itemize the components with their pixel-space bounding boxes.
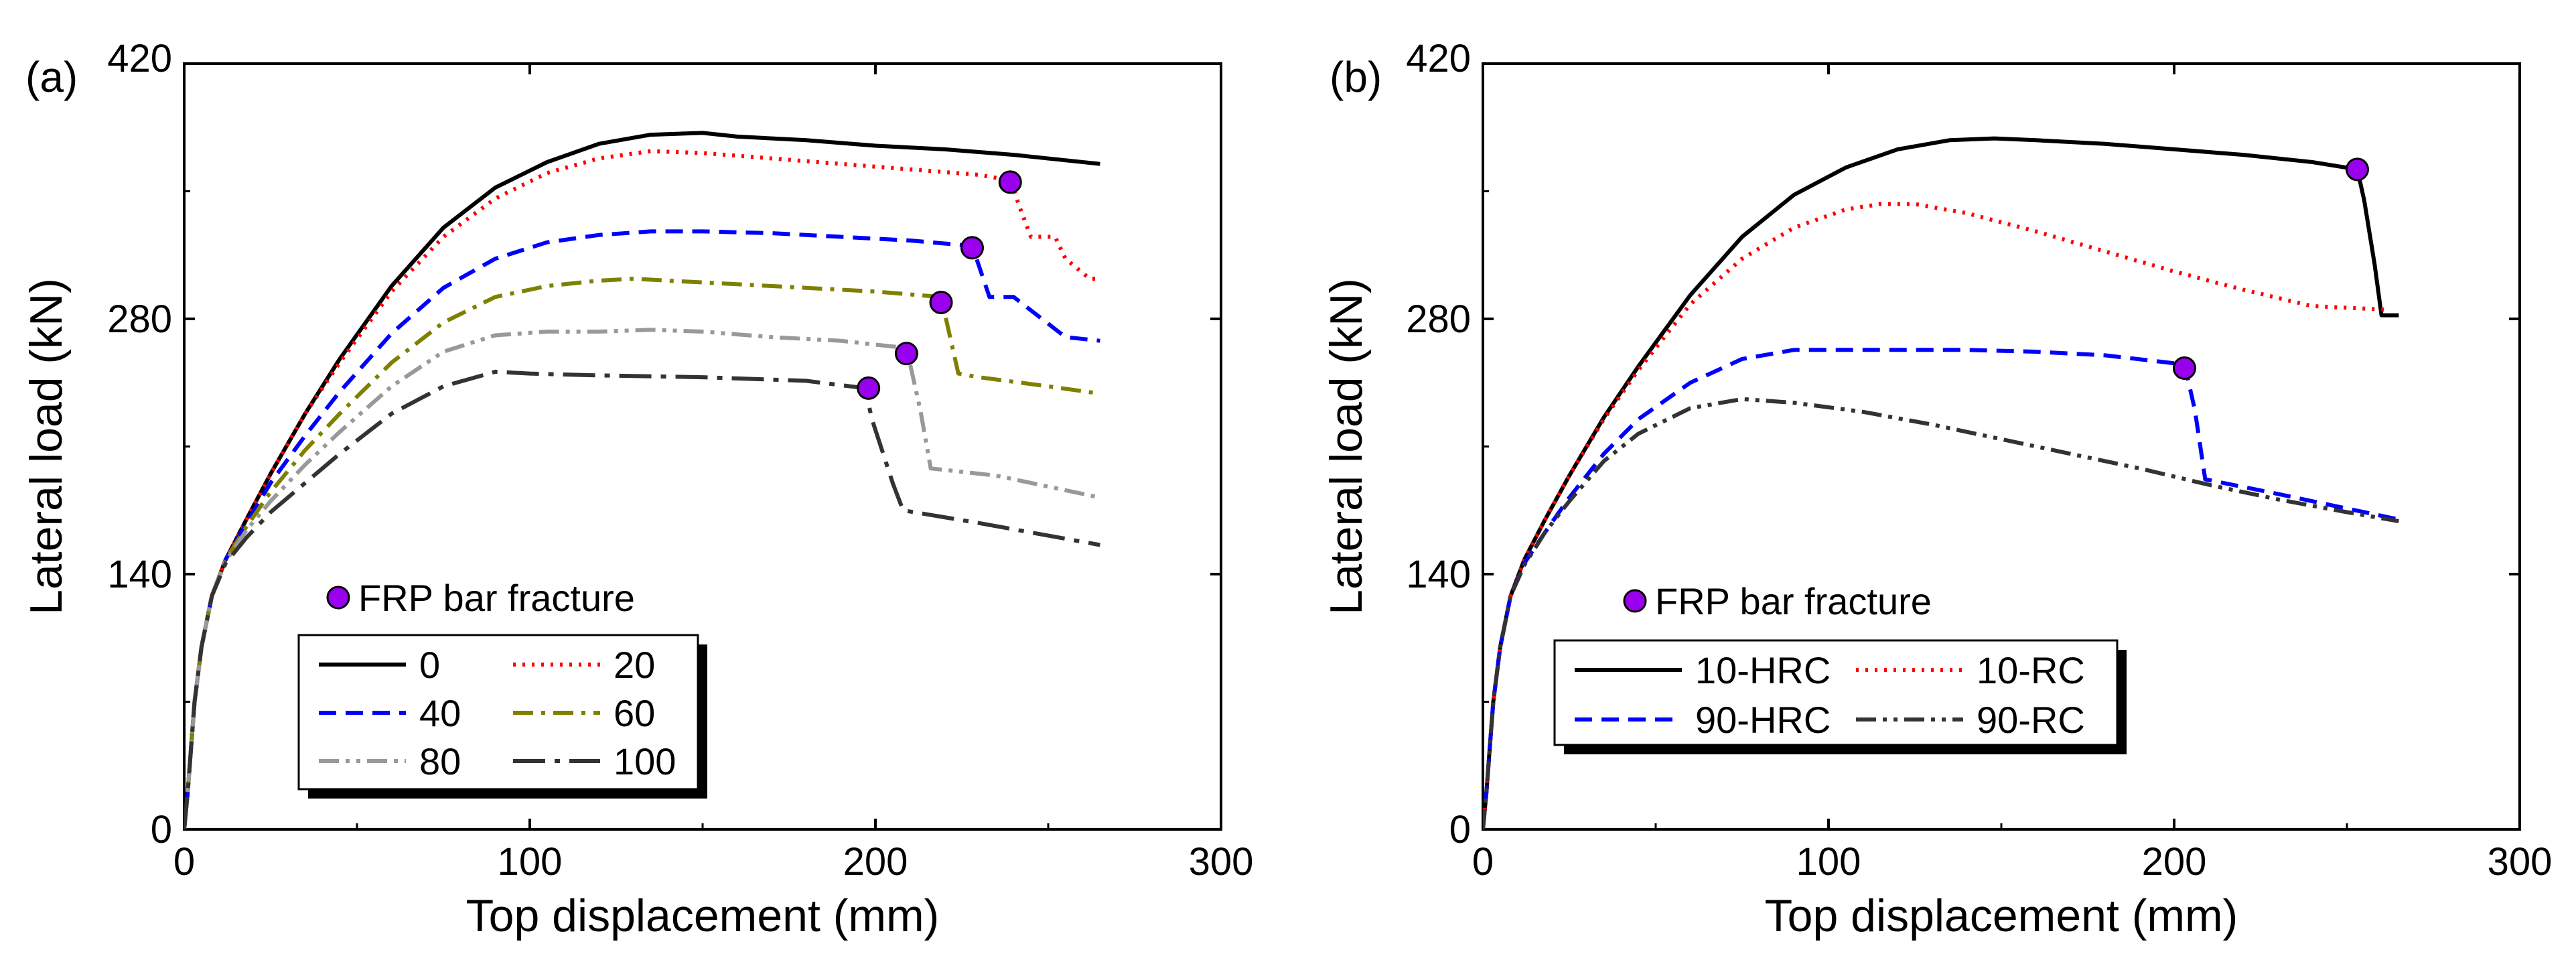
x-tick-label: 300 bbox=[2488, 840, 2553, 884]
y-tick-label: 420 bbox=[107, 37, 172, 80]
series-line-90-RC bbox=[1483, 397, 2399, 829]
panel-label: (a) bbox=[25, 53, 78, 101]
panel-label: (b) bbox=[1330, 53, 1382, 101]
y-tick-label: 420 bbox=[1406, 37, 1471, 80]
fracture-marker bbox=[960, 236, 984, 260]
series-line-10-RC bbox=[1483, 202, 2389, 829]
y-tick-label: 140 bbox=[1406, 553, 1471, 596]
x-tick-label: 100 bbox=[1796, 840, 1861, 884]
y-tick-label: 140 bbox=[107, 553, 172, 596]
y-axis-title: Lateral load (kN) bbox=[21, 278, 72, 615]
fracture-marker bbox=[998, 170, 1022, 194]
legend-box bbox=[297, 634, 699, 791]
legend-label-10-RC: 10-RC bbox=[1977, 649, 2085, 691]
x-tick-label: 100 bbox=[498, 840, 563, 884]
fracture-marker bbox=[929, 291, 953, 315]
fracture-marker bbox=[894, 342, 918, 366]
x-tick-label: 200 bbox=[2142, 840, 2207, 884]
series-line-90-HRC bbox=[1483, 348, 2400, 829]
fracture-marker bbox=[2172, 356, 2196, 380]
legend-box bbox=[1553, 639, 2119, 746]
x-tick-label: 200 bbox=[843, 840, 908, 884]
marker-legend-label: FRP bar fracture bbox=[358, 577, 635, 619]
x-tick-label: 300 bbox=[1189, 840, 1254, 884]
legend-label-0: 0 bbox=[419, 644, 440, 686]
legend-label-20: 20 bbox=[614, 644, 655, 686]
fracture-marker bbox=[857, 376, 881, 400]
y-tick-label: 0 bbox=[151, 808, 172, 851]
legend-label-90-RC: 90-RC bbox=[1977, 699, 2085, 741]
x-tick-label: 0 bbox=[1472, 840, 1494, 884]
y-tick-label: 280 bbox=[107, 297, 172, 341]
marker-legend-symbol bbox=[1623, 589, 1647, 613]
y-tick-label: 280 bbox=[1406, 297, 1471, 341]
x-tick-label: 0 bbox=[173, 840, 195, 884]
marker-legend-symbol bbox=[326, 586, 350, 610]
legend: 10-HRC 10-RC 90-HRC 90-RC bbox=[1553, 639, 2127, 754]
legend-label-10-HRC: 10-HRC bbox=[1695, 649, 1831, 691]
legend-label-40: 40 bbox=[419, 692, 461, 734]
y-axis-title: Lateral load (kN) bbox=[1321, 278, 1372, 615]
legend-label-60: 60 bbox=[614, 692, 655, 734]
legend-label-90-HRC: 90-HRC bbox=[1695, 699, 1831, 741]
chart-panel-b: (b) 0 100 200 300 0 140 280 420 Top displacement … bbox=[1321, 37, 2552, 941]
y-tick-label: 0 bbox=[1449, 808, 1471, 851]
legend-label-100: 100 bbox=[614, 740, 676, 782]
x-axis-title: Top displacement (mm) bbox=[466, 890, 940, 941]
fracture-marker bbox=[2345, 157, 2369, 182]
marker-legend-label: FRP bar fracture bbox=[1655, 580, 1932, 622]
legend: 0 20 40 60 80 100 bbox=[297, 634, 707, 799]
x-axis-title: Top displacement (mm) bbox=[1765, 890, 2238, 941]
series-line-100 bbox=[184, 369, 1100, 829]
legend-label-80: 80 bbox=[419, 740, 461, 782]
